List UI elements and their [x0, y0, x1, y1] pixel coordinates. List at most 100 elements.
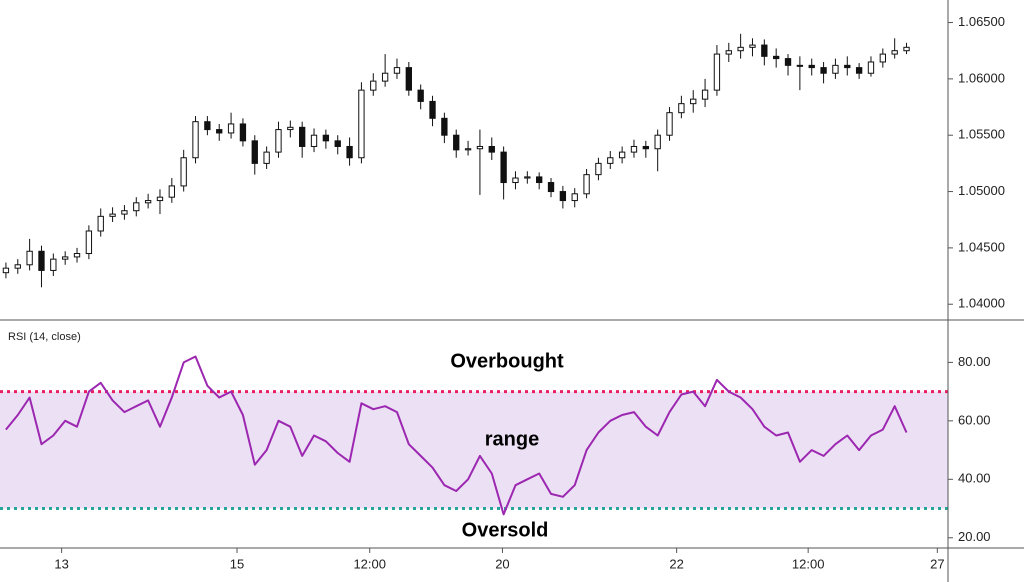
candle-body	[251, 140, 258, 164]
candle-body	[121, 210, 128, 215]
candle-body	[97, 215, 104, 232]
x-tick-label: 27	[930, 556, 944, 571]
candle-body	[725, 50, 732, 55]
candle-body	[867, 61, 875, 74]
candle-body	[690, 98, 697, 105]
candle-body	[393, 67, 401, 74]
candle-body	[50, 258, 57, 271]
candle-body	[358, 89, 365, 159]
candle-body	[62, 256, 69, 260]
y-tick-label: 60.00	[958, 412, 991, 427]
x-tick-label: 22	[669, 556, 683, 571]
candle-body	[607, 157, 614, 164]
y-tick-label: 1.06500	[958, 14, 1005, 29]
candle-body	[737, 46, 744, 52]
candle-body	[109, 213, 116, 217]
candle-body	[820, 67, 827, 74]
candle-body	[855, 67, 863, 74]
candle-body	[642, 145, 649, 150]
y-tick-label: 1.05500	[958, 127, 1005, 142]
candle-body	[701, 89, 709, 100]
candle-body	[618, 151, 626, 159]
y-tick-label: 1.05000	[958, 183, 1005, 198]
plot-layer	[0, 33, 948, 516]
rsi-line	[5, 355, 908, 516]
candle-body	[156, 196, 164, 202]
annotation: Oversold	[462, 519, 549, 541]
candle-body	[26, 250, 33, 266]
candle-body	[464, 148, 472, 151]
candle-body	[275, 129, 282, 153]
candle-body	[85, 230, 93, 255]
candle-body	[559, 191, 567, 202]
candle-body	[192, 121, 199, 159]
candle-body	[38, 250, 45, 271]
candle-body	[595, 162, 602, 176]
candle-body	[678, 103, 685, 114]
candle-body	[879, 53, 886, 63]
candle-body	[547, 182, 555, 193]
candle-body	[2, 267, 10, 274]
candle-body	[346, 145, 353, 159]
candle-body	[488, 145, 495, 153]
candle-body	[14, 264, 21, 269]
annotation: Overbought	[450, 350, 564, 372]
candle-body	[536, 176, 543, 184]
candle-body	[808, 64, 815, 69]
candle-body	[429, 100, 436, 119]
x-tick-label: 20	[495, 556, 509, 571]
candle-body	[583, 174, 590, 195]
candle-body	[796, 64, 804, 67]
candle-body	[322, 134, 330, 142]
y-tick-label: 1.04000	[958, 296, 1005, 311]
range-band	[0, 391, 948, 509]
candle-body	[370, 80, 377, 91]
candle-body	[133, 202, 140, 212]
candle-body	[263, 151, 270, 164]
candle-body	[749, 44, 756, 48]
candle-body	[334, 140, 341, 147]
candle-body	[168, 185, 175, 198]
candle-body	[73, 253, 81, 258]
candle-body	[666, 112, 673, 136]
candle-body	[287, 126, 294, 131]
x-tick-label: 12:00	[792, 556, 825, 571]
candle-body	[524, 176, 531, 179]
candle-body	[571, 193, 578, 202]
candle-body	[144, 200, 152, 204]
candle-body	[784, 58, 792, 66]
candle-body	[903, 46, 910, 52]
candle-body	[405, 67, 412, 91]
candle-body	[310, 134, 318, 147]
candle-body	[381, 72, 389, 82]
y-tick-label: 20.00	[958, 529, 991, 544]
candle-body	[630, 145, 638, 153]
candle-body	[239, 123, 247, 142]
candle-body	[891, 50, 898, 55]
indicator-title: RSI (14, close)	[8, 331, 81, 343]
candle-body	[299, 126, 306, 147]
x-tick-label: 12:00	[353, 556, 386, 571]
y-tick-label: 1.04500	[958, 239, 1005, 254]
candle-body	[500, 151, 507, 184]
candle-body	[773, 55, 780, 60]
candle-body	[441, 117, 448, 136]
candle-body	[227, 123, 235, 134]
candle-body	[654, 134, 661, 150]
candle-body	[453, 134, 460, 151]
candle-body	[180, 157, 187, 187]
y-tick-label: 1.06000	[958, 70, 1005, 85]
candle-body	[761, 44, 768, 57]
candle-body	[713, 53, 721, 91]
candle-body	[216, 129, 223, 134]
candle-body	[204, 121, 211, 131]
x-tick-label: 13	[54, 556, 68, 571]
y-tick-label: 80.00	[958, 354, 991, 369]
candle-body	[832, 64, 839, 74]
annotation: range	[485, 428, 539, 450]
x-tick-label: 15	[230, 556, 244, 571]
candle-body	[844, 64, 851, 69]
candle-body	[417, 89, 424, 102]
candle-body	[476, 145, 484, 150]
